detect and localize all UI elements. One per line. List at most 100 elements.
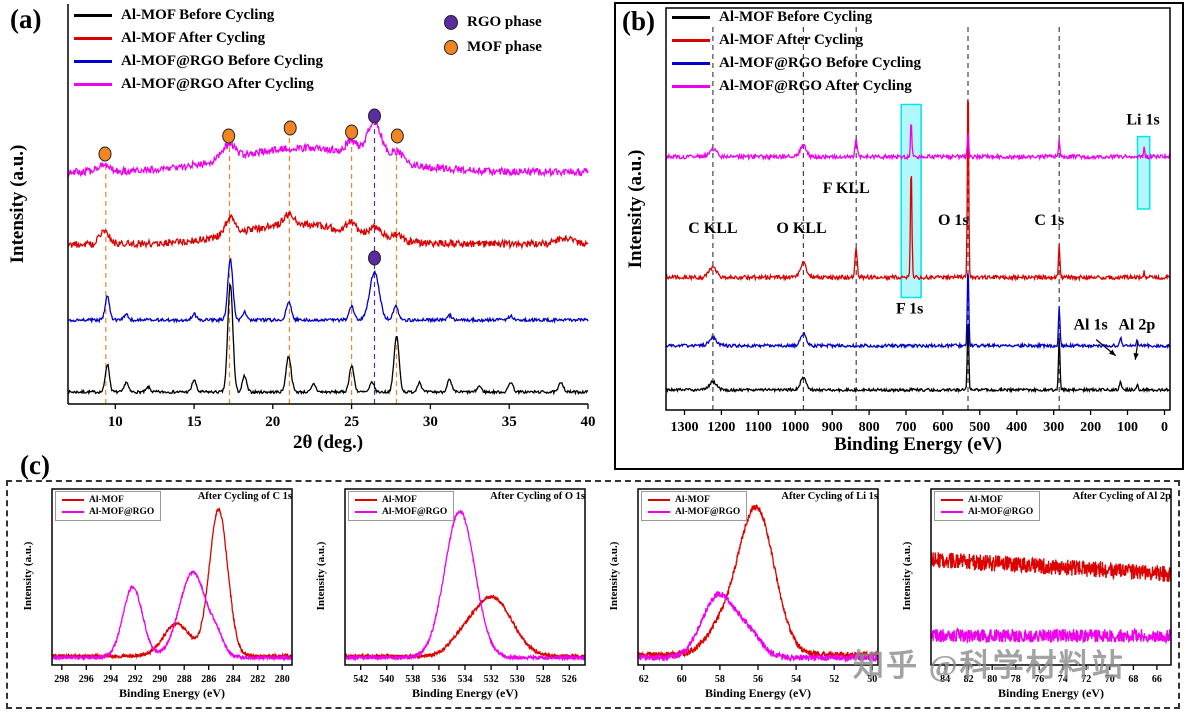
svg-text:82: 82 [964,674,974,685]
svg-text:66: 66 [1152,674,1162,685]
xps-survey-chart: C KLL O KLL F KLL F 1s O 1s C 1s Al 1s Al 2p Li … [665,7,1171,435]
svg-text:54: 54 [791,674,801,685]
legend-item: Al-MOF@RGO Before Cycling [672,52,921,75]
al2p-subpanel: 84 82 80 78 76 74 72 70 68 66 Intensity (a.u.) Bi… [887,483,1177,709]
svg-text:50: 50 [867,674,877,685]
legend-line-swatch [62,511,84,513]
o1s-legend: Al-MOF Al-MOF@RGO [348,491,455,521]
legend-line-swatch [74,37,112,40]
legend-line-swatch [74,14,112,17]
svg-text:0: 0 [1161,420,1168,435]
legend-line-swatch [74,60,112,63]
legend-item: Al-MOF After Cycling [672,29,921,52]
legend-label: Al-MOF [382,495,417,505]
svg-text:70: 70 [1105,674,1115,685]
phase-legend: RGO phase MOF phase [444,10,542,60]
legend-label: Al-MOF [89,495,124,505]
svg-text:528: 528 [536,674,551,685]
c1s-chart: 298 296 294 292 290 288 286 284 282 280 [51,488,293,685]
legend-line-swatch [74,83,112,86]
svg-text:538: 538 [405,674,420,685]
svg-text:76: 76 [1034,674,1044,685]
xps-y-axis-label: Intensity (a.u.) [625,149,646,269]
svg-text:O 1s: O 1s [938,212,969,229]
al2p-legend: Al-MOF Al-MOF@RGO [934,491,1041,521]
svg-text:80: 80 [987,674,997,685]
svg-text:526: 526 [562,674,577,685]
svg-text:C 1s: C 1s [1034,212,1064,229]
svg-text:68: 68 [1128,674,1138,685]
c1s-title: After Cycling of C 1s [197,491,292,502]
li1s-y-axis-label: Intensity (a.u.) [608,541,620,611]
xrd-x-axis-label: 2θ (deg.) [292,432,364,453]
svg-text:15: 15 [187,414,202,430]
svg-text:O KLL: O KLL [776,220,826,237]
legend-line-swatch [355,511,377,513]
legend-item: Al-MOF@RGO After Cycling [74,73,323,96]
legend-label: RGO phase [467,14,542,30]
xrd-y-axis-label: Intensity (a.u.) [7,144,28,264]
o1s-y-axis-label: Intensity (a.u.) [315,541,327,611]
legend-line-swatch [672,85,710,88]
svg-text:1000: 1000 [781,420,809,435]
svg-text:30: 30 [423,414,438,430]
svg-text:534: 534 [458,674,473,685]
al2p-x-axis-label: Binding Energy (eV) [997,686,1104,700]
al2p-chart: 84 82 80 78 76 74 72 70 68 66 [930,488,1172,685]
svg-text:Al 1s: Al 1s [1073,317,1107,334]
legend-line-swatch [355,499,377,501]
legend-label: Al-MOF Before Cycling [719,9,873,25]
legend-item: Al-MOF Before Cycling [74,4,323,27]
legend-item: Al-MOF@RGO [648,506,740,518]
svg-text:700: 700 [896,420,917,435]
svg-text:F 1s: F 1s [896,301,923,318]
legend-item: Al-MOF@RGO [355,506,447,518]
legend-item: Al-MOF After Cycling [74,27,323,50]
legend-label: Al-MOF Before Cycling [121,7,275,23]
legend-label: Al-MOF After Cycling [719,32,864,48]
svg-text:52: 52 [829,674,839,685]
svg-text:600: 600 [932,420,953,435]
svg-text:280: 280 [275,674,290,685]
c1s-y-axis-label: Intensity (a.u.) [22,541,34,611]
legend-item: Al-MOF@RGO [62,506,154,518]
legend-label: Al-MOF@RGO [382,507,448,517]
svg-text:78: 78 [1011,674,1021,685]
xps-x-axis-label: Binding Energy (eV) [834,434,1002,455]
svg-text:800: 800 [859,420,880,435]
li1s-legend: Al-MOF Al-MOF@RGO [641,491,748,521]
legend-label: Al-MOF@RGO [675,507,741,517]
o1s-title: After Cycling of O 1s [490,491,585,502]
c1s-legend: Al-MOF Al-MOF@RGO [55,491,162,521]
legend-label: Al-MOF@RGO After Cycling [121,76,314,92]
svg-text:298: 298 [54,674,69,685]
svg-text:530: 530 [510,674,525,685]
legend-label: Al-MOF [675,495,710,505]
svg-text:Al 2p: Al 2p [1118,317,1155,334]
legend-label: Al-MOF@RGO [968,507,1034,517]
svg-text:288: 288 [177,674,192,685]
li1s-subpanel: 62 60 58 56 54 52 50 Intensity (a.u.) Binding … [594,483,884,709]
xps-survey-panel: (b) C KLL O KLL F KLL F 1s O 1s C 1s Al 1s Al 2… [614,2,1184,470]
legend-item: Al-MOF@RGO Before Cycling [74,50,323,73]
svg-text:200: 200 [1080,420,1101,435]
svg-text:294: 294 [103,674,118,685]
al2p-title: After Cycling of Al 2p [1072,491,1171,502]
legend-item: Al-MOF@RGO [941,506,1033,518]
svg-text:500: 500 [969,420,990,435]
svg-text:286: 286 [201,674,216,685]
svg-text:300: 300 [1043,420,1064,435]
legend-item: MOF phase [444,35,542,60]
legend-line-swatch [62,499,84,501]
legend-label: Al-MOF@RGO After Cycling [719,78,912,94]
legend-line-swatch [672,16,710,19]
legend-label: MOF phase [467,39,542,55]
legend-item: Al-MOF [941,494,1033,506]
legend-item: Al-MOF [62,494,154,506]
svg-text:400: 400 [1006,420,1027,435]
svg-text:296: 296 [79,674,94,685]
legend-item: Al-MOF Before Cycling [672,6,921,29]
legend-label: Al-MOF [968,495,1003,505]
legend-line-swatch [672,39,710,42]
